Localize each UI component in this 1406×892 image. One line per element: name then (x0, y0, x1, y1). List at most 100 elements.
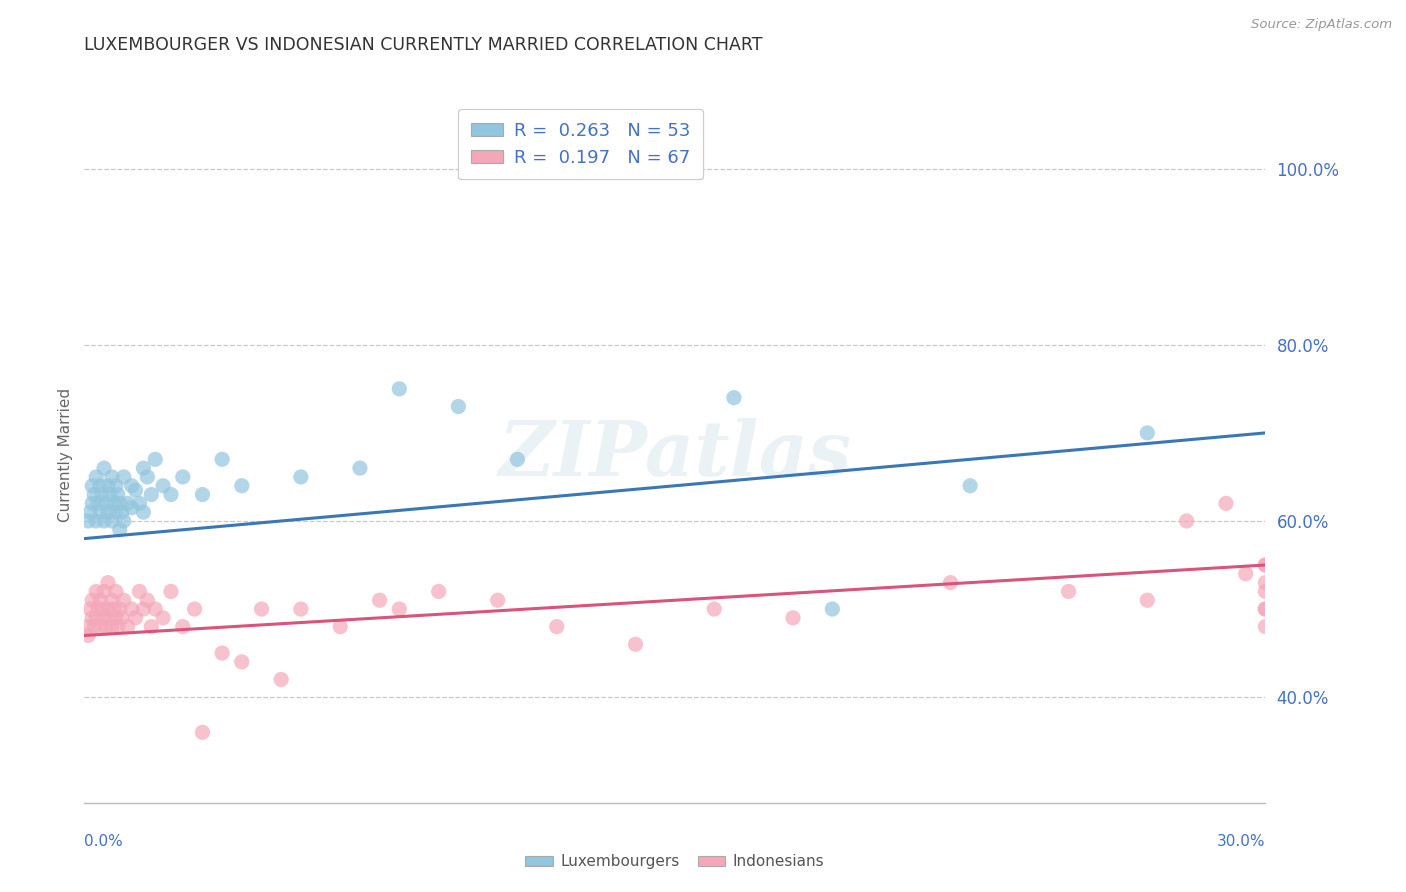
Point (152, 611, 174, 625)
Point (82, 611, 104, 625)
Point (121, 602, 143, 616)
Point (143, 452, 166, 467)
Point (89, 593, 111, 607)
Point (1254, 620, 1277, 634)
Text: Source: ZipAtlas.com: Source: ZipAtlas.com (1251, 18, 1392, 31)
Point (104, 479, 127, 493)
Point (104, 584, 127, 599)
Point (1057, 584, 1080, 599)
Point (1136, 425, 1159, 440)
Point (160, 487, 183, 501)
Point (101, 470, 124, 484)
Point (103, 496, 125, 510)
Point (124, 483, 146, 497)
Point (388, 602, 411, 616)
Point (231, 655, 253, 669)
Point (93, 584, 115, 599)
Point (104, 611, 127, 625)
Point (191, 487, 214, 501)
Point (117, 496, 139, 510)
Legend: Luxembourgers, Indonesians: Luxembourgers, Indonesians (519, 848, 831, 875)
Point (101, 620, 124, 634)
Point (75, 620, 97, 634)
Point (141, 487, 163, 501)
Point (124, 611, 146, 625)
Point (121, 479, 143, 493)
Text: 0.0%: 0.0% (84, 834, 124, 849)
Point (93, 611, 115, 625)
Point (290, 602, 312, 616)
Point (104, 505, 127, 519)
Point (782, 611, 804, 625)
Point (112, 593, 135, 607)
Point (82, 496, 104, 510)
Point (959, 479, 981, 493)
Point (1254, 584, 1277, 599)
Point (117, 620, 139, 634)
Point (84, 514, 107, 528)
Y-axis label: Currently Married: Currently Married (58, 388, 73, 522)
Point (1136, 593, 1159, 607)
Point (427, 584, 450, 599)
Point (108, 602, 131, 616)
Point (136, 593, 159, 607)
Point (1254, 602, 1277, 616)
Point (87, 602, 110, 616)
Point (368, 593, 391, 607)
Point (132, 461, 155, 475)
Point (132, 602, 155, 616)
Point (172, 470, 194, 484)
Point (506, 452, 529, 467)
Point (111, 611, 134, 625)
Point (1254, 575, 1277, 590)
Point (1254, 558, 1277, 572)
Point (91, 487, 114, 501)
Point (160, 584, 183, 599)
Point (97, 479, 120, 493)
Point (211, 646, 233, 660)
Point (93, 514, 115, 528)
Point (79, 505, 101, 519)
Point (121, 500, 143, 515)
Point (191, 725, 214, 739)
Point (79, 602, 101, 616)
Point (89, 620, 111, 634)
Point (101, 514, 124, 528)
Point (94, 496, 117, 510)
Point (211, 452, 233, 467)
Point (1215, 496, 1237, 510)
Point (82, 479, 104, 493)
Point (89, 505, 111, 519)
Point (87, 496, 110, 510)
Point (98, 487, 121, 501)
Point (128, 584, 150, 599)
Point (108, 496, 131, 510)
Point (703, 602, 725, 616)
Point (821, 602, 844, 616)
Point (939, 575, 962, 590)
Point (723, 391, 745, 405)
Point (152, 479, 174, 493)
Point (89, 479, 111, 493)
Point (486, 593, 509, 607)
Point (250, 602, 273, 616)
Point (97, 602, 120, 616)
Point (349, 461, 371, 475)
Point (1254, 602, 1277, 616)
Point (231, 479, 253, 493)
Point (1175, 514, 1198, 528)
Point (546, 620, 568, 634)
Point (82, 593, 104, 607)
Point (94, 620, 117, 634)
Point (91, 602, 114, 616)
Point (98, 611, 121, 625)
Point (107, 487, 129, 501)
Point (447, 400, 470, 414)
Point (136, 470, 159, 484)
Point (77, 628, 100, 642)
Point (329, 620, 352, 634)
Point (143, 602, 166, 616)
Point (97, 575, 120, 590)
Point (84, 611, 107, 625)
Point (172, 620, 194, 634)
